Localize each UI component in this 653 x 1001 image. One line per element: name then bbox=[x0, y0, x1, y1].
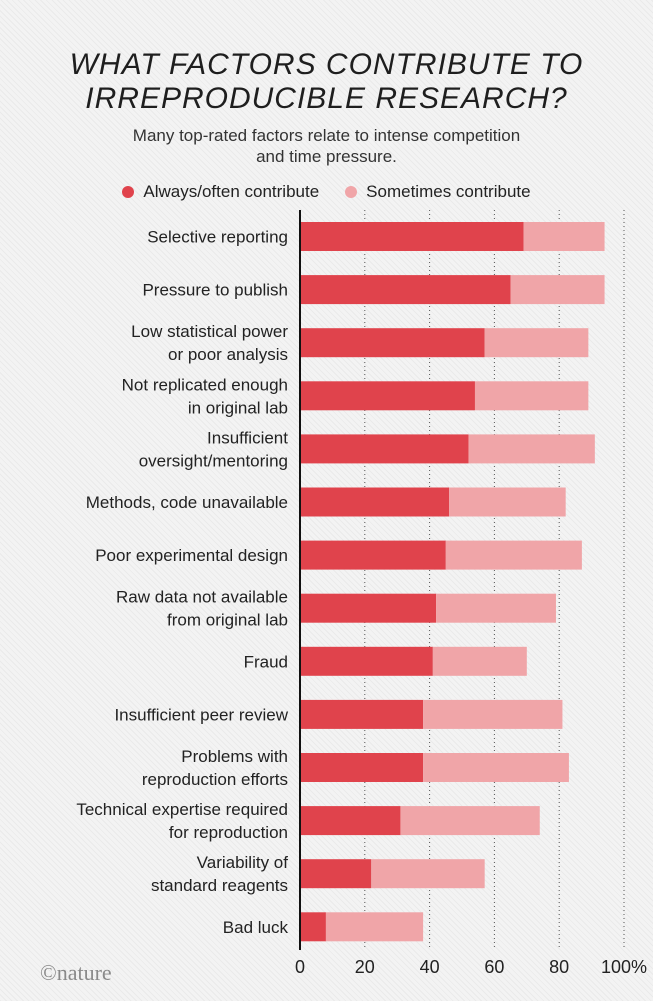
x-tick-label: 80 bbox=[549, 957, 569, 977]
category-label: Poor experimental design bbox=[95, 546, 288, 565]
bar-always-often bbox=[300, 434, 469, 464]
category-label: reproduction efforts bbox=[142, 770, 288, 789]
subtitle-line-1: Many top-rated factors relate to intense… bbox=[132, 126, 521, 145]
x-tick-label: 60 bbox=[484, 957, 504, 977]
bar-sometimes bbox=[436, 593, 556, 623]
bar-sometimes bbox=[400, 806, 540, 836]
bar-sometimes bbox=[449, 487, 566, 517]
category-label: Insufficient bbox=[207, 428, 288, 447]
legend-swatch-sometimes bbox=[345, 186, 358, 198]
bar-always-often bbox=[300, 646, 433, 676]
category-label: oversight/mentoring bbox=[139, 451, 288, 470]
chart-subtitle: Many top-rated factors relate to intense… bbox=[0, 125, 653, 167]
subtitle-line-2: and time pressure. bbox=[256, 147, 397, 166]
legend: Always/often contribute Sometimes contri… bbox=[0, 182, 653, 202]
bar-sometimes bbox=[371, 859, 485, 889]
bar-sometimes bbox=[484, 328, 589, 358]
bar-sometimes bbox=[510, 275, 605, 305]
bar-always-often bbox=[300, 275, 511, 305]
bar-always-often bbox=[300, 806, 401, 836]
bar-sometimes bbox=[423, 699, 563, 729]
category-label: Fraud bbox=[244, 652, 288, 671]
category-label: Insufficient peer review bbox=[114, 705, 288, 724]
category-label: Selective reporting bbox=[147, 228, 288, 247]
legend-label-always: Always/often contribute bbox=[143, 182, 320, 201]
bar-sometimes bbox=[445, 540, 582, 570]
category-label: Not replicated enough bbox=[122, 375, 288, 394]
bar-sometimes bbox=[474, 381, 589, 411]
bar-always-often bbox=[300, 912, 326, 942]
category-label: standard reagents bbox=[151, 876, 288, 895]
category-label: for reproduction bbox=[169, 823, 288, 842]
category-label: Bad luck bbox=[223, 918, 289, 937]
category-label: from original lab bbox=[167, 611, 288, 630]
bar-always-often bbox=[300, 381, 475, 411]
category-label: Problems with bbox=[181, 747, 288, 766]
category-label: in original lab bbox=[188, 398, 288, 417]
bar-sometimes bbox=[325, 912, 424, 942]
title-line-2: IRREPRODUCIBLE RESEARCH? bbox=[85, 82, 568, 115]
bar-sometimes bbox=[468, 434, 595, 464]
bar-always-often bbox=[300, 859, 372, 889]
x-tick-label: 20 bbox=[355, 957, 375, 977]
category-label: Variability of bbox=[197, 853, 289, 872]
chart-title: WHAT FACTORS CONTRIBUTE TO IRREPRODUCIBL… bbox=[0, 48, 653, 116]
category-label: Methods, code unavailable bbox=[86, 493, 288, 512]
bar-sometimes bbox=[432, 646, 527, 676]
x-tick-label: 0 bbox=[295, 957, 305, 977]
bar-sometimes bbox=[423, 753, 569, 782]
category-label: or poor analysis bbox=[168, 345, 288, 364]
bar-always-often bbox=[300, 540, 446, 570]
legend-item-sometimes: Sometimes contribute bbox=[345, 182, 531, 202]
bar-always-often bbox=[300, 222, 524, 251]
bar-always-often bbox=[300, 593, 437, 623]
title-line-1: WHAT FACTORS CONTRIBUTE TO bbox=[69, 48, 584, 81]
category-label: Pressure to publish bbox=[142, 281, 288, 300]
legend-label-sometimes: Sometimes contribute bbox=[366, 182, 531, 201]
bar-always-often bbox=[300, 699, 424, 729]
bar-always-often bbox=[300, 328, 485, 358]
x-tick-label: 40 bbox=[420, 957, 440, 977]
bar-sometimes bbox=[523, 222, 605, 251]
category-label: Technical expertise required bbox=[76, 800, 288, 819]
category-label: Raw data not available bbox=[116, 588, 288, 607]
bar-always-often bbox=[300, 487, 450, 517]
category-label: Low statistical power bbox=[131, 322, 288, 341]
legend-swatch-always bbox=[122, 186, 135, 198]
nature-logo: ©nature bbox=[40, 960, 112, 985]
bar-always-often bbox=[300, 753, 424, 782]
legend-item-always: Always/often contribute bbox=[122, 182, 319, 202]
x-tick-label: 100% bbox=[601, 957, 647, 977]
